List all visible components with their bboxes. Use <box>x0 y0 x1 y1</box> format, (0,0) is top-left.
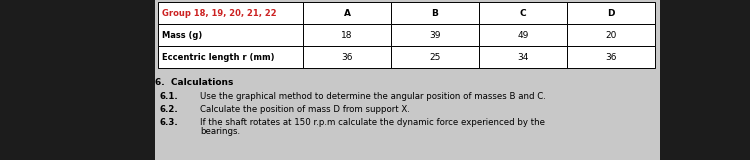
Text: 20: 20 <box>605 31 616 40</box>
Text: Eccentric length r (mm): Eccentric length r (mm) <box>162 52 274 61</box>
Bar <box>479 46 567 68</box>
Text: B: B <box>431 8 439 17</box>
Text: Mass (g): Mass (g) <box>162 31 202 40</box>
Bar <box>391 46 479 68</box>
Text: 34: 34 <box>518 52 529 61</box>
Bar <box>479 24 567 46</box>
Text: Calculate the position of mass D from support X.: Calculate the position of mass D from su… <box>200 105 410 114</box>
Bar <box>0 0 155 160</box>
Bar <box>391 24 479 46</box>
Text: 6.1.: 6.1. <box>160 92 178 101</box>
Bar <box>158 2 303 24</box>
Text: Use the graphical method to determine the angular position of masses B and C.: Use the graphical method to determine th… <box>200 92 546 101</box>
Bar <box>391 2 479 24</box>
Text: D: D <box>608 8 615 17</box>
Text: 18: 18 <box>341 31 352 40</box>
Text: C: C <box>520 8 526 17</box>
Bar <box>567 46 655 68</box>
Bar <box>660 0 750 160</box>
Text: 6.2.: 6.2. <box>160 105 178 114</box>
Text: Group 18, 19, 20, 21, 22: Group 18, 19, 20, 21, 22 <box>162 8 277 17</box>
Bar <box>567 24 655 46</box>
Text: 39: 39 <box>429 31 441 40</box>
Bar <box>567 2 655 24</box>
Bar <box>303 2 391 24</box>
Text: 36: 36 <box>605 52 616 61</box>
Text: 49: 49 <box>518 31 529 40</box>
Text: bearings.: bearings. <box>200 127 240 136</box>
Bar <box>158 24 303 46</box>
Text: 36: 36 <box>341 52 352 61</box>
Bar <box>303 24 391 46</box>
Bar <box>479 2 567 24</box>
Text: A: A <box>344 8 350 17</box>
Text: If the shaft rotates at 150 r.p.m calculate the dynamic force experienced by the: If the shaft rotates at 150 r.p.m calcul… <box>200 118 545 127</box>
Bar <box>158 46 303 68</box>
Bar <box>303 46 391 68</box>
Text: 6.3.: 6.3. <box>160 118 178 127</box>
Text: 25: 25 <box>429 52 441 61</box>
Text: 6.  Calculations: 6. Calculations <box>155 78 233 87</box>
